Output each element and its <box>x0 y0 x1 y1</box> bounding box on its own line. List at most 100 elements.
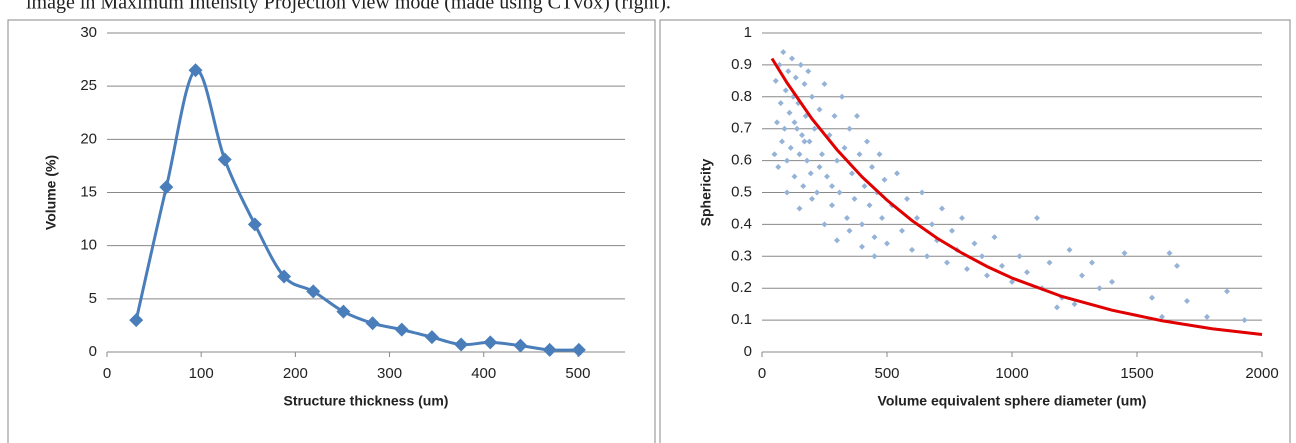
marker <box>365 316 380 331</box>
marker <box>424 330 439 345</box>
point <box>939 205 945 212</box>
point <box>821 221 828 228</box>
point <box>809 93 815 100</box>
point <box>819 151 825 158</box>
y-tick-label: 10 <box>80 237 97 254</box>
point <box>782 87 789 94</box>
marker <box>129 313 144 328</box>
marker <box>394 322 409 337</box>
x-axis-label: Volume equivalent sphere diameter (um) <box>878 393 1147 409</box>
point <box>801 81 808 88</box>
point <box>807 170 814 177</box>
y-tick-label: 0.2 <box>731 279 752 296</box>
y-tick-label: 0.9 <box>731 56 752 73</box>
point <box>789 55 795 62</box>
point <box>914 215 920 222</box>
point <box>1024 269 1030 276</box>
point <box>944 259 950 266</box>
point <box>785 68 792 75</box>
point <box>971 240 978 247</box>
x-tick-label: 0 <box>758 365 766 382</box>
y-tick-label: 30 <box>80 24 97 41</box>
point <box>876 151 883 158</box>
point <box>1159 313 1165 320</box>
y-tick-label: 0.4 <box>731 215 752 232</box>
point <box>781 125 788 132</box>
marker <box>159 180 174 195</box>
point <box>806 138 813 145</box>
marker <box>336 304 351 319</box>
marker <box>277 269 292 284</box>
y-tick-label: 20 <box>80 130 97 147</box>
point <box>964 266 970 273</box>
point <box>849 170 855 177</box>
point <box>1016 253 1023 260</box>
marker <box>571 342 586 357</box>
point <box>984 272 990 279</box>
point <box>801 138 808 145</box>
point <box>881 176 888 183</box>
point <box>1166 250 1173 257</box>
point <box>786 109 793 116</box>
point <box>879 215 885 222</box>
x-axis-label: Structure thickness (um) <box>284 393 449 409</box>
point <box>999 262 1005 269</box>
point <box>846 227 853 234</box>
point <box>844 215 850 222</box>
point <box>841 144 848 151</box>
x-tick-label: 2000 <box>1245 365 1278 382</box>
marker <box>188 63 203 78</box>
x-tick-label: 300 <box>377 365 402 382</box>
line <box>134 68 579 352</box>
x-tick-label: 100 <box>189 365 214 382</box>
point <box>859 221 865 228</box>
point <box>1241 317 1248 324</box>
point <box>839 93 845 100</box>
y-axis-label: Volume (%) <box>43 155 59 230</box>
point <box>816 106 823 113</box>
point <box>834 237 840 244</box>
point <box>871 234 878 241</box>
point <box>1149 294 1155 301</box>
point <box>1204 313 1210 320</box>
point <box>1224 288 1230 295</box>
y-axis-label: Sphericity <box>698 158 714 226</box>
caption: image in Maximum Intensity Projection vi… <box>26 0 671 14</box>
point <box>800 183 807 190</box>
point <box>831 112 838 119</box>
point <box>854 112 860 119</box>
point <box>804 157 810 164</box>
x-tick-label: 1000 <box>995 365 1028 382</box>
point <box>1066 246 1073 253</box>
point <box>924 253 930 260</box>
y-tick-label: 5 <box>89 290 97 307</box>
point <box>816 163 823 170</box>
point <box>814 189 820 196</box>
point <box>791 173 798 180</box>
point <box>899 227 905 234</box>
point <box>866 202 873 209</box>
point <box>784 157 790 164</box>
point <box>811 125 818 132</box>
y-tick-label: 25 <box>80 77 97 94</box>
point <box>779 138 785 145</box>
point <box>1046 259 1053 266</box>
y-tick-label: 0 <box>89 343 97 360</box>
point <box>784 189 790 196</box>
point <box>836 189 843 196</box>
y-tick-label: 1 <box>744 24 752 41</box>
y-tick-label: 0.5 <box>731 183 752 200</box>
point <box>904 195 910 202</box>
point <box>780 49 787 56</box>
point <box>775 163 782 170</box>
point <box>979 253 985 260</box>
point <box>991 234 998 241</box>
x-tick-label: 400 <box>471 365 496 382</box>
point <box>1071 301 1078 308</box>
point <box>799 132 805 139</box>
point <box>792 74 799 81</box>
point <box>894 170 900 177</box>
point <box>829 202 835 209</box>
point <box>1079 272 1085 279</box>
y-tick-label: 0.7 <box>731 120 752 137</box>
